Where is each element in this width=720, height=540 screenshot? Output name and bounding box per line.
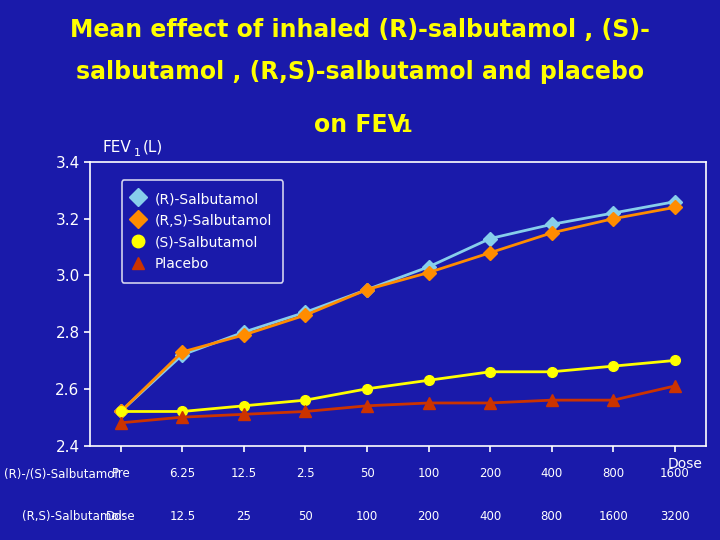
Text: 1600: 1600	[598, 510, 628, 523]
Text: 100: 100	[356, 510, 378, 523]
Text: 2.5: 2.5	[296, 467, 315, 481]
Text: (R)-/(S)-Salbutamol:: (R)-/(S)-Salbutamol:	[4, 467, 122, 481]
Text: Dose: Dose	[667, 457, 703, 471]
Text: 200: 200	[479, 467, 501, 481]
Text: 800: 800	[541, 510, 563, 523]
Text: salbutamol , (R,S)-salbutamol and placebo: salbutamol , (R,S)-salbutamol and placeb…	[76, 60, 644, 84]
Text: 6.25: 6.25	[169, 467, 195, 481]
Text: (R,S)-Salbutamol:: (R,S)-Salbutamol:	[22, 510, 125, 523]
Legend: (R)-Salbutamol, (R,S)-Salbutamol, (S)-Salbutamol, Placebo: (R)-Salbutamol, (R,S)-Salbutamol, (S)-Sa…	[122, 180, 284, 282]
Text: 12.5: 12.5	[231, 467, 257, 481]
Text: 1: 1	[135, 148, 141, 158]
Text: Mean effect of inhaled (R)-salbutamol , (S)-: Mean effect of inhaled (R)-salbutamol , …	[70, 18, 650, 42]
Text: Dose: Dose	[106, 510, 135, 523]
Text: 1600: 1600	[660, 467, 690, 481]
Text: 400: 400	[541, 467, 563, 481]
Text: 1: 1	[400, 118, 412, 136]
Text: (L): (L)	[143, 140, 163, 155]
Text: 12.5: 12.5	[169, 510, 195, 523]
Text: Pre: Pre	[112, 467, 130, 481]
Text: 400: 400	[479, 510, 501, 523]
Text: 25: 25	[236, 510, 251, 523]
Text: 800: 800	[602, 467, 624, 481]
Text: 50: 50	[360, 467, 374, 481]
Text: 3200: 3200	[660, 510, 690, 523]
Text: on FEV: on FEV	[314, 113, 406, 137]
Text: 100: 100	[418, 467, 440, 481]
Text: 50: 50	[298, 510, 312, 523]
Text: 200: 200	[418, 510, 440, 523]
Text: FEV: FEV	[102, 140, 131, 155]
